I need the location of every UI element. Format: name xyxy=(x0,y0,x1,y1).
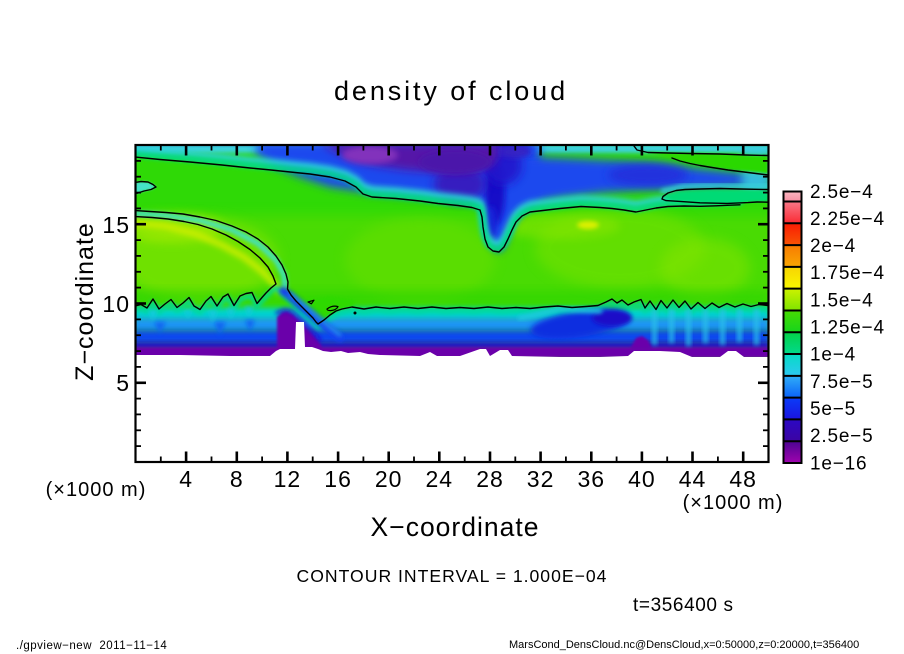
svg-text:(×1000 m): (×1000 m) xyxy=(46,479,147,501)
svg-text:40: 40 xyxy=(628,466,656,492)
svg-text:32: 32 xyxy=(527,466,555,492)
svg-text:4: 4 xyxy=(179,466,193,492)
svg-text:1.75e−4: 1.75e−4 xyxy=(810,263,885,284)
svg-text:8: 8 xyxy=(230,466,244,492)
svg-text:2e−4: 2e−4 xyxy=(810,236,856,257)
svg-text:36: 36 xyxy=(578,466,606,492)
svg-text:1e−4: 1e−4 xyxy=(810,345,856,366)
svg-text:2.25e−4: 2.25e−4 xyxy=(810,209,885,230)
svg-text:1e−16: 1e−16 xyxy=(810,453,867,474)
svg-text:1.5e−4: 1.5e−4 xyxy=(810,290,873,311)
svg-text:2.5e−5: 2.5e−5 xyxy=(810,426,873,447)
svg-text:Z−coordinate: Z−coordinate xyxy=(71,222,99,381)
svg-text:12: 12 xyxy=(274,466,302,492)
svg-text:./gpview−new 2011−11−14: ./gpview−new 2011−11−14 xyxy=(16,640,167,652)
svg-text:t=356400 s: t=356400 s xyxy=(633,595,734,616)
svg-text:48: 48 xyxy=(729,466,757,492)
svg-text:density of cloud: density of cloud xyxy=(334,76,568,106)
svg-text:(×1000 m): (×1000 m) xyxy=(683,492,784,514)
svg-text:7.5e−5: 7.5e−5 xyxy=(810,372,873,393)
svg-text:1.25e−4: 1.25e−4 xyxy=(810,318,885,339)
svg-text:MarsCond_DensCloud.nc@DensClou: MarsCond_DensCloud.nc@DensCloud,x=0:5000… xyxy=(509,639,859,651)
svg-text:2.5e−4: 2.5e−4 xyxy=(810,182,873,203)
svg-text:10: 10 xyxy=(102,291,130,317)
svg-text:24: 24 xyxy=(426,466,454,492)
svg-text:5: 5 xyxy=(116,370,130,396)
svg-text:CONTOUR INTERVAL = 1.000E−04: CONTOUR INTERVAL = 1.000E−04 xyxy=(297,566,608,586)
svg-text:16: 16 xyxy=(324,466,352,492)
svg-text:20: 20 xyxy=(375,466,403,492)
svg-text:5e−5: 5e−5 xyxy=(810,399,856,420)
svg-text:15: 15 xyxy=(102,212,130,238)
svg-text:X−coordinate: X−coordinate xyxy=(371,512,540,542)
svg-text:44: 44 xyxy=(679,466,707,492)
svg-text:28: 28 xyxy=(476,466,504,492)
